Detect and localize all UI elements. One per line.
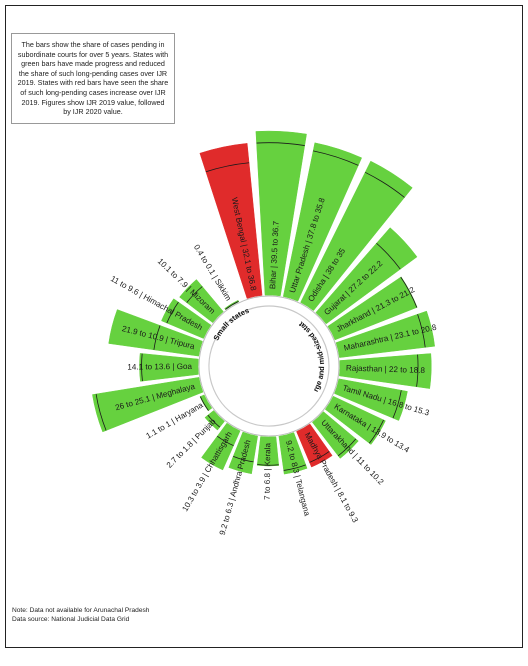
bar-bihar: [255, 130, 307, 297]
marker-bihar: [256, 142, 305, 146]
marker-sikkim: [225, 301, 239, 310]
marker-himachal-pradesh: [166, 301, 179, 324]
footer-source: Data source: National Judicial Data Grid: [12, 616, 130, 623]
footer: Note: Data not available for Arunachal P…: [12, 606, 149, 624]
group-ring-small: [208, 312, 330, 427]
marker-tamil-nadu: [392, 390, 402, 419]
label-rajasthan: Rajasthan | 22 to 18.8: [346, 364, 426, 375]
center-circle: [198, 295, 340, 437]
marker-goa: [141, 353, 143, 382]
marker-andhra-pradesh: [233, 455, 254, 463]
marker-telangana: [283, 464, 306, 471]
bar-goa: [139, 353, 199, 382]
bar-kerala: [256, 436, 280, 467]
bar-rajasthan: [339, 353, 432, 389]
bar-andhra-pradesh: [228, 431, 258, 475]
marker-karnataka: [368, 419, 384, 444]
bar-maharashtra: [335, 310, 435, 358]
marker-odisha: [364, 171, 405, 198]
marker-meghalaya: [95, 393, 107, 431]
legend-text: The bars show the share of cases pending…: [17, 40, 169, 117]
marker-madhya-pradesh: [309, 451, 330, 463]
bar-karnataka: [324, 395, 386, 445]
bar-west-bengal: [199, 143, 263, 299]
legend-box: The bars show the share of cases pending…: [11, 33, 175, 124]
marker-mizoram: [186, 286, 203, 303]
marker-uttar-pradesh: [313, 150, 359, 166]
marker-uttarakhand: [337, 438, 357, 457]
bar-tripura: [108, 309, 203, 357]
bar-uttarakhand: [311, 411, 359, 459]
bar-mizoram: [179, 279, 224, 324]
bar-uttar-pradesh: [282, 142, 363, 302]
footer-note: Note: Data not available for Arunachal P…: [12, 607, 150, 614]
marker-gujarat: [376, 242, 401, 270]
marker-tripura: [153, 325, 161, 350]
bar-gujarat: [315, 227, 418, 325]
marker-jharkhand: [400, 276, 418, 308]
marker-maharashtra: [417, 314, 426, 348]
bar-meghalaya: [92, 377, 204, 433]
bar-tamil-nadu: [334, 378, 408, 421]
bar-punjab: [204, 410, 225, 431]
bar-telangana: [278, 432, 308, 475]
marker-west-bengal: [205, 162, 250, 173]
marker-rajasthan: [416, 354, 419, 387]
bar-madhya-pradesh: [296, 423, 333, 468]
group-ring-large: [241, 305, 330, 367]
label-goa: 14.1 to 13.6 | Goa: [127, 362, 192, 372]
bar-odisha: [300, 160, 413, 312]
marker-haryana: [199, 396, 209, 411]
bar-chhattisgarh: [201, 422, 241, 471]
label-bihar: Bihar | 39.5 to 36.7: [268, 220, 281, 289]
marker-kerala: [257, 464, 279, 466]
marker-punjab: [207, 414, 221, 428]
label-kerala: 7 to 6.8 | Kerala: [263, 442, 273, 500]
marker-chhattisgarh: [217, 435, 234, 447]
